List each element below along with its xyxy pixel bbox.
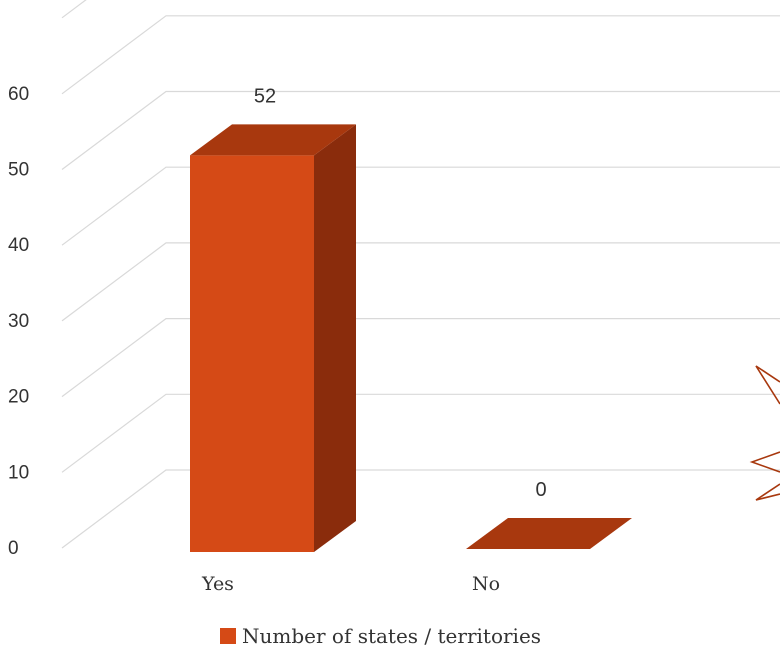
gridline-20 bbox=[61, 318, 780, 398]
bar-side-yes bbox=[314, 124, 356, 553]
bar-top-yes bbox=[190, 124, 356, 156]
y-axis-ticks: 0 10 20 30 40 50 60 bbox=[8, 84, 29, 559]
bar-front-yes bbox=[190, 155, 314, 553]
legend-label: Number of states / territories bbox=[242, 624, 541, 647]
decorative-star-shape bbox=[749, 365, 780, 501]
legend-swatch bbox=[220, 628, 236, 644]
y-tick-label-20: 20 bbox=[8, 387, 29, 408]
y-tick-label-60: 60 bbox=[8, 84, 29, 105]
y-tick-label-50: 50 bbox=[8, 160, 29, 181]
bar-yes bbox=[190, 124, 356, 553]
bars bbox=[190, 124, 632, 553]
y-tick-label-30: 30 bbox=[8, 311, 29, 332]
data-label-no: 0 bbox=[535, 479, 546, 501]
gridline-10 bbox=[61, 393, 780, 473]
gridline-0 bbox=[61, 469, 780, 549]
data-labels: 52 0 bbox=[254, 85, 547, 501]
gridline-40 bbox=[61, 166, 780, 246]
category-labels: Yes No bbox=[201, 573, 500, 595]
y-tick-label-10: 10 bbox=[8, 462, 29, 483]
bar-no bbox=[466, 518, 632, 549]
gridline-50 bbox=[61, 90, 780, 170]
category-label-yes: Yes bbox=[201, 573, 234, 595]
legend: Number of states / territories bbox=[220, 624, 541, 647]
gridline-30 bbox=[61, 242, 780, 322]
gridlines bbox=[61, 0, 780, 549]
bar-top-no bbox=[466, 518, 632, 549]
star-outline-fragment bbox=[749, 365, 780, 501]
data-label-yes: 52 bbox=[254, 85, 276, 107]
gridline-top-diagonal bbox=[61, 0, 87, 19]
category-label-no: No bbox=[472, 573, 500, 595]
y-tick-label-40: 40 bbox=[8, 235, 29, 256]
y-tick-label-0: 0 bbox=[8, 538, 19, 559]
gridline-60 bbox=[61, 15, 780, 95]
